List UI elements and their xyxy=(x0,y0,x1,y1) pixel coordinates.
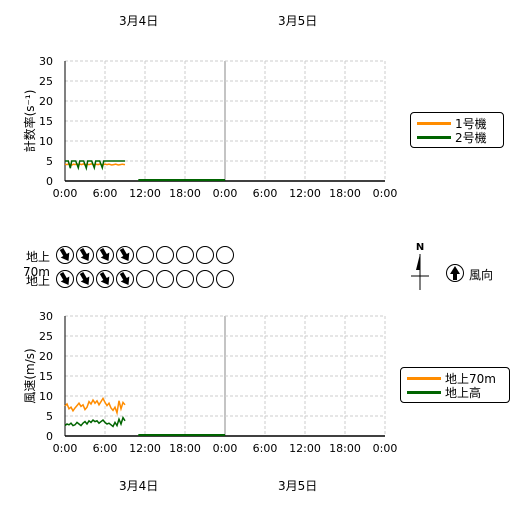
wind-speed-chart: 0 5 10 15 20 25 30 0:00 6:00 12:00 18:00 0:00 6:00 12… xyxy=(23,310,398,455)
wind-direction-legend-label: 風向 xyxy=(469,268,494,282)
wind-arrow-icon xyxy=(76,270,94,288)
wind-arrow-icon xyxy=(56,246,74,264)
compass-north-label: N xyxy=(416,242,424,253)
wind-empty-circle xyxy=(156,270,174,288)
wind-speed-xtick-label: 18:00 xyxy=(329,442,361,455)
wind-speed-xtick-label: 6:00 xyxy=(93,442,118,455)
date-label-top-1: 3月4日 xyxy=(119,14,159,28)
wind-speed-ytick-label: 0 xyxy=(46,430,53,443)
count-rate-xtick-label: 0:00 xyxy=(213,187,238,200)
wind-row-label-ground: 地上 xyxy=(25,274,50,288)
wind-arrow-icon xyxy=(96,246,114,264)
wind-arrow-icon xyxy=(96,270,114,288)
count-rate-xtick-label: 18:00 xyxy=(329,187,361,200)
count-rate-ytick-label: 30 xyxy=(39,55,53,68)
count-rate-xtick-label: 6:00 xyxy=(93,187,118,200)
wind-empty-circle xyxy=(216,270,234,288)
wind-speed-xtick-label: 12:00 xyxy=(129,442,161,455)
wind-arrow-icon xyxy=(76,246,94,264)
wind-speed-ytick-label: 25 xyxy=(39,330,53,343)
wind-speed-ytick-label: 30 xyxy=(39,310,53,323)
wind-speed-series-1 xyxy=(64,396,126,416)
wind-speed-xtick-label: 18:00 xyxy=(169,442,201,455)
count-rate-ytick-label: 0 xyxy=(46,175,53,188)
wind-row-label-70m: 地上70m xyxy=(23,250,50,279)
wind-arrow-icon xyxy=(56,270,74,288)
count-rate-ytick-label: 10 xyxy=(39,135,53,148)
wind-speed-ytick-label: 10 xyxy=(39,390,53,403)
wind-speed-xtick-label: 0:00 xyxy=(53,442,78,455)
legend-label-unit1: 1号機 xyxy=(455,116,487,131)
count-rate-chart: 0 5 10 15 20 25 30 0:00 6:00 12:00 18:00 0:00 6:00 12… xyxy=(22,55,398,200)
wind-speed-ytick-label: 15 xyxy=(39,370,53,383)
count-rate-xtick-label: 18:00 xyxy=(169,187,201,200)
date-label-top-2: 3月5日 xyxy=(278,14,318,28)
wind-empty-circle xyxy=(136,246,154,264)
legend-swatch-ground xyxy=(407,390,441,394)
count-rate-ytick-label: 15 xyxy=(39,115,53,128)
count-rate-legend: 1号機 2号機 xyxy=(410,112,504,148)
north-compass-icon: N xyxy=(411,242,429,290)
legend-label-70m: 地上70m xyxy=(445,371,496,386)
wind-speed-ytick-label: 20 xyxy=(39,350,53,363)
legend-label-unit2: 2号機 xyxy=(455,130,487,145)
count-rate-ytick-label: 25 xyxy=(39,75,53,88)
wind-speed-ylabel: 風速(m/s) xyxy=(23,348,37,403)
wind-empty-circle xyxy=(216,246,234,264)
wind-direction-legend-icon xyxy=(446,264,464,282)
count-rate-xtick-label: 6:00 xyxy=(253,187,278,200)
wind-arrow-icon xyxy=(116,246,134,264)
date-label-bottom-2: 3月5日 xyxy=(278,479,318,493)
wind-speed-xtick-label: 0:00 xyxy=(373,442,398,455)
count-rate-ytick-label: 20 xyxy=(39,95,53,108)
wind-empty-circle xyxy=(176,246,194,264)
wind-empty-circle xyxy=(196,270,214,288)
count-rate-ylabel: 計数率(s⁻¹) xyxy=(22,90,37,153)
wind-empty-circle xyxy=(196,246,214,264)
count-rate-xtick-label: 12:00 xyxy=(289,187,321,200)
count-rate-xtick-label: 12:00 xyxy=(129,187,161,200)
count-rate-ytick-label: 5 xyxy=(46,155,53,168)
wind-speed-xtick-label: 12:00 xyxy=(289,442,321,455)
wind-speed-xtick-label: 0:00 xyxy=(213,442,238,455)
wind-speed-xtick-label: 6:00 xyxy=(253,442,278,455)
date-label-bottom-1: 3月4日 xyxy=(119,479,159,493)
legend-label-ground: 地上高 xyxy=(445,385,482,400)
legend-swatch-unit1 xyxy=(417,121,451,125)
wind-arrow-icon xyxy=(116,270,134,288)
count-rate-series-2 xyxy=(65,160,125,172)
wind-speed-ytick-label: 5 xyxy=(46,410,53,423)
count-rate-xtick-label: 0:00 xyxy=(373,187,398,200)
wind-empty-circle xyxy=(176,270,194,288)
wind-speed-series-2 xyxy=(64,415,126,428)
count-rate-xtick-label: 0:00 xyxy=(53,187,78,200)
legend-swatch-70m xyxy=(407,376,441,380)
wind-empty-circle xyxy=(156,246,174,264)
wind-speed-legend: 地上70m 地上高 xyxy=(400,367,510,403)
legend-swatch-unit2 xyxy=(417,135,451,139)
wind-empty-circle xyxy=(136,270,154,288)
